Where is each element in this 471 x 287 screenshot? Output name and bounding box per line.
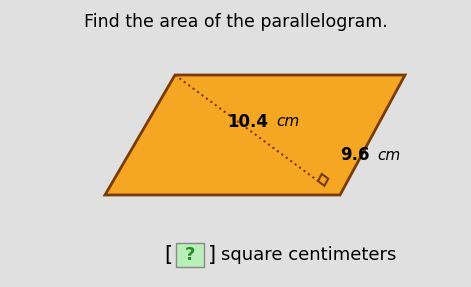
Text: cm: cm [377,148,400,162]
Text: [: [ [164,245,172,265]
Text: 9.6: 9.6 [340,146,370,164]
Polygon shape [105,75,405,195]
Text: square centimeters: square centimeters [221,246,397,264]
Text: 10.4: 10.4 [227,113,268,131]
FancyBboxPatch shape [176,243,204,267]
Text: ]: ] [208,245,216,265]
Text: cm: cm [276,115,299,129]
Text: ?: ? [185,246,195,264]
Text: Find the area of the parallelogram.: Find the area of the parallelogram. [84,13,387,31]
